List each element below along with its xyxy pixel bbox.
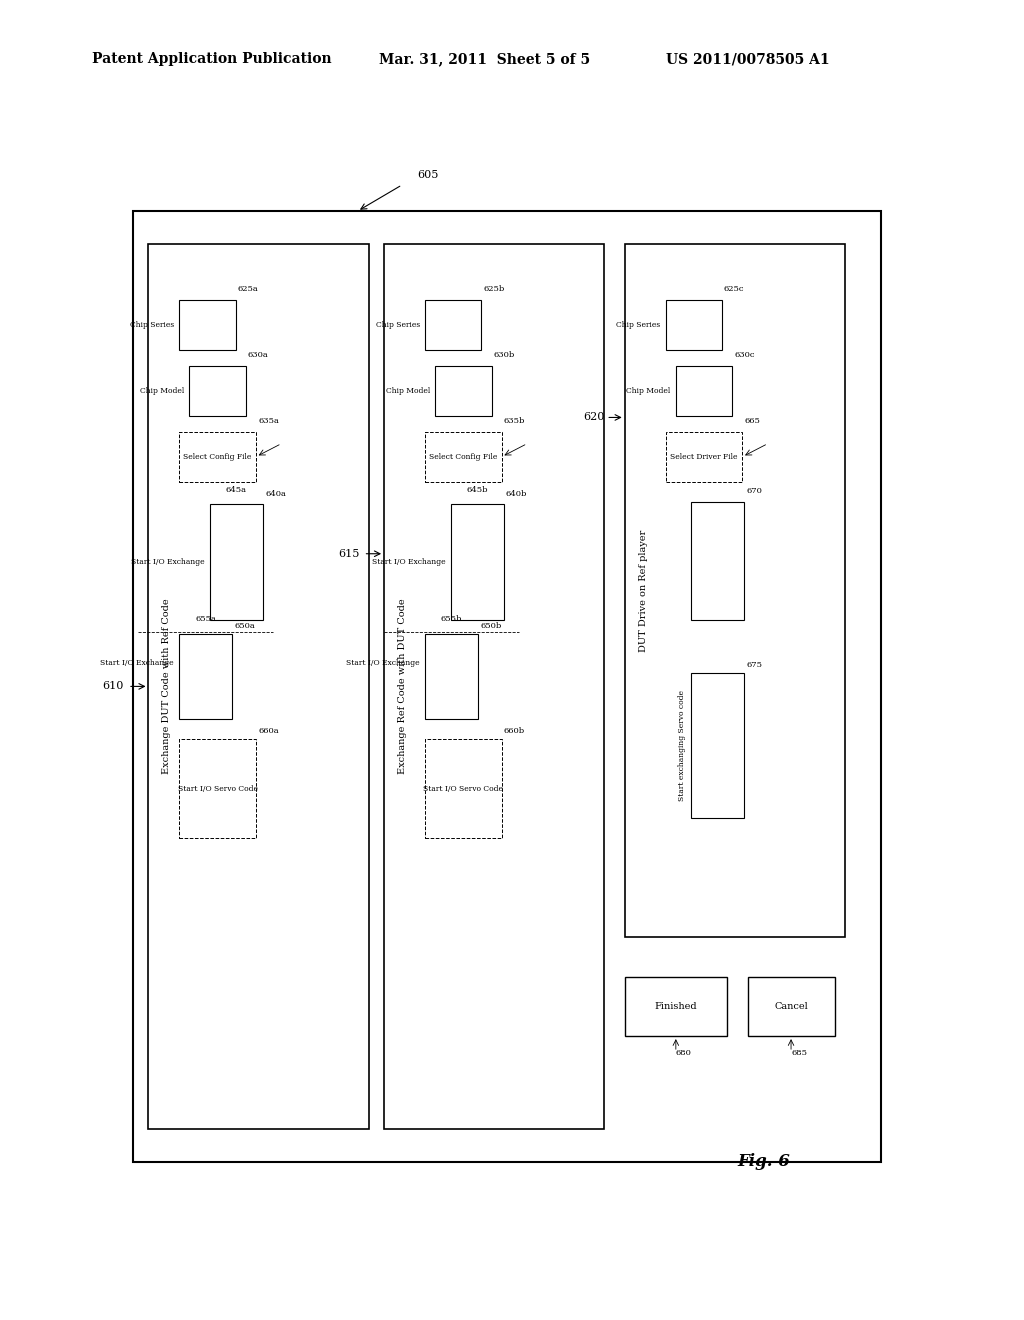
FancyBboxPatch shape — [625, 977, 727, 1036]
Text: 635a: 635a — [258, 417, 279, 425]
Text: 650b: 650b — [480, 622, 502, 630]
FancyBboxPatch shape — [133, 211, 881, 1162]
Text: 645b: 645b — [467, 486, 488, 494]
FancyBboxPatch shape — [666, 432, 742, 482]
Text: Chip Model: Chip Model — [140, 387, 184, 395]
FancyBboxPatch shape — [425, 739, 502, 838]
Text: 685: 685 — [791, 1049, 807, 1057]
FancyBboxPatch shape — [179, 432, 256, 482]
FancyBboxPatch shape — [691, 673, 744, 818]
Text: 630b: 630b — [494, 351, 515, 359]
Text: Select Config File: Select Config File — [429, 453, 498, 461]
Text: Finished: Finished — [654, 1002, 697, 1011]
Text: Chip Series: Chip Series — [376, 321, 420, 329]
Text: 655a: 655a — [196, 615, 216, 623]
Text: Exchange DUT Code with Ref Code: Exchange DUT Code with Ref Code — [163, 598, 171, 775]
Text: 660b: 660b — [504, 727, 525, 735]
Text: Start I/O Servo Code: Start I/O Servo Code — [423, 784, 504, 793]
Text: 625a: 625a — [238, 285, 258, 293]
Text: Select Driver File: Select Driver File — [671, 453, 737, 461]
FancyBboxPatch shape — [425, 634, 478, 719]
Text: 670: 670 — [746, 487, 763, 495]
Text: Chip Model: Chip Model — [627, 387, 671, 395]
Text: 630c: 630c — [734, 351, 755, 359]
Text: Start exchanging Servo code: Start exchanging Servo code — [678, 690, 686, 801]
Text: Start I/O Exchange: Start I/O Exchange — [100, 659, 174, 668]
FancyBboxPatch shape — [748, 977, 835, 1036]
FancyBboxPatch shape — [189, 366, 246, 416]
Text: 625c: 625c — [724, 285, 744, 293]
Text: 640a: 640a — [265, 490, 286, 498]
FancyBboxPatch shape — [676, 366, 732, 416]
FancyBboxPatch shape — [666, 300, 722, 350]
Text: Chip Series: Chip Series — [130, 321, 174, 329]
FancyBboxPatch shape — [451, 504, 504, 620]
FancyBboxPatch shape — [179, 300, 236, 350]
Text: 630a: 630a — [248, 351, 268, 359]
Text: 665: 665 — [744, 417, 761, 425]
Text: Mar. 31, 2011  Sheet 5 of 5: Mar. 31, 2011 Sheet 5 of 5 — [379, 53, 590, 66]
Text: Start I/O Exchange: Start I/O Exchange — [131, 558, 205, 566]
FancyBboxPatch shape — [179, 634, 232, 719]
Text: Start I/O Servo Code: Start I/O Servo Code — [177, 784, 258, 793]
FancyBboxPatch shape — [210, 504, 263, 620]
Text: 625b: 625b — [483, 285, 505, 293]
Text: Exchange Ref Code with DUT Code: Exchange Ref Code with DUT Code — [398, 598, 407, 775]
FancyBboxPatch shape — [384, 244, 604, 1129]
Text: 660a: 660a — [258, 727, 279, 735]
FancyBboxPatch shape — [425, 300, 481, 350]
Text: 655b: 655b — [441, 615, 462, 623]
Text: DUT Drive on Ref player: DUT Drive on Ref player — [639, 529, 647, 652]
FancyBboxPatch shape — [625, 244, 845, 937]
Text: 620: 620 — [584, 412, 605, 422]
Text: Chip Model: Chip Model — [386, 387, 430, 395]
Text: 610: 610 — [102, 681, 124, 692]
Text: US 2011/0078505 A1: US 2011/0078505 A1 — [666, 53, 829, 66]
Text: 680: 680 — [676, 1049, 692, 1057]
Text: Fig. 6: Fig. 6 — [737, 1154, 791, 1170]
FancyBboxPatch shape — [691, 502, 744, 620]
Text: Chip Series: Chip Series — [616, 321, 660, 329]
Text: 605: 605 — [417, 170, 438, 181]
FancyBboxPatch shape — [425, 432, 502, 482]
Text: Start I/O Exchange: Start I/O Exchange — [372, 558, 445, 566]
Text: Select Config File: Select Config File — [183, 453, 252, 461]
Text: 635b: 635b — [504, 417, 525, 425]
Text: 645a: 645a — [226, 486, 247, 494]
Text: 640b: 640b — [506, 490, 527, 498]
Text: Cancel: Cancel — [774, 1002, 808, 1011]
Text: 675: 675 — [746, 661, 763, 669]
Text: 650a: 650a — [234, 622, 255, 630]
FancyBboxPatch shape — [435, 366, 492, 416]
Text: 615: 615 — [338, 549, 359, 558]
FancyBboxPatch shape — [179, 739, 256, 838]
Text: Start I/O Exchange: Start I/O Exchange — [346, 659, 420, 668]
Text: Patent Application Publication: Patent Application Publication — [92, 53, 332, 66]
FancyBboxPatch shape — [148, 244, 369, 1129]
